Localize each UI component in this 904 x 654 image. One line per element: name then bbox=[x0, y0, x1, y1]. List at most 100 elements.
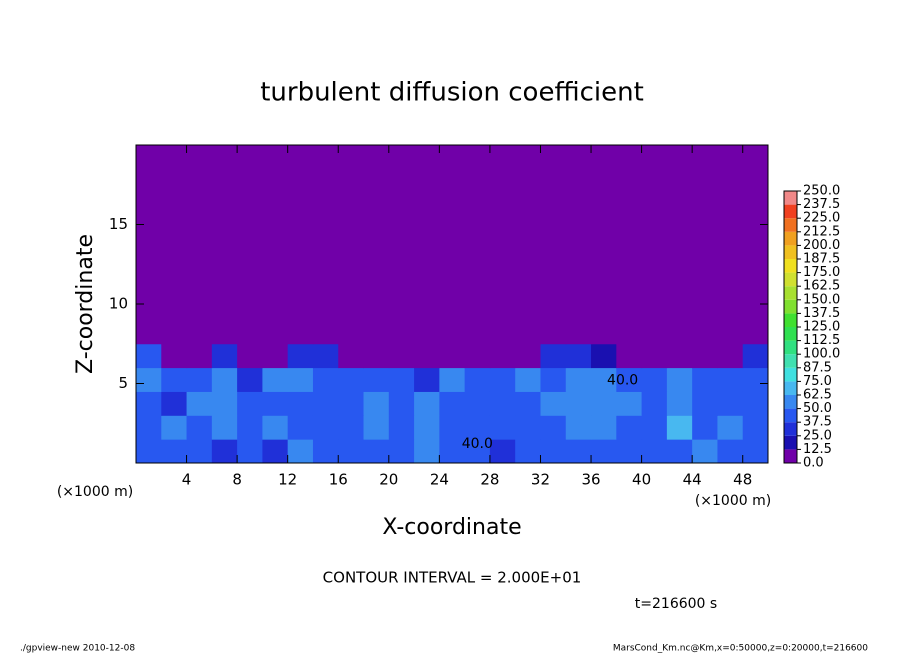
colorbar-band bbox=[784, 381, 797, 395]
field-cell bbox=[666, 439, 693, 464]
colorbar-label: 162.5 bbox=[803, 279, 840, 294]
field-cell bbox=[565, 415, 592, 440]
x-tick-label: 4 bbox=[182, 471, 192, 489]
field-cell bbox=[489, 367, 516, 392]
colorbar-label: 225.0 bbox=[803, 211, 840, 226]
x-tick-label: 32 bbox=[531, 471, 550, 489]
field-cell bbox=[186, 343, 213, 369]
colorbar-label: 37.5 bbox=[803, 415, 832, 430]
colorbar-label: 237.5 bbox=[803, 197, 840, 212]
colorbar-band bbox=[784, 395, 797, 409]
field-cell bbox=[666, 145, 693, 345]
field-cell bbox=[363, 145, 390, 345]
field-cell bbox=[439, 343, 466, 369]
field-cell bbox=[439, 367, 466, 392]
field-cell bbox=[237, 343, 263, 369]
field-cell bbox=[692, 343, 718, 369]
field-cell bbox=[464, 415, 491, 440]
field-cell bbox=[338, 439, 365, 464]
colorbar-band bbox=[784, 191, 797, 205]
field-cell bbox=[515, 145, 541, 345]
field-cell bbox=[666, 367, 693, 392]
colorbar-label: 125.0 bbox=[803, 320, 840, 335]
colorbar-band bbox=[784, 231, 797, 246]
colorbar-band bbox=[784, 299, 797, 314]
colorbar-band bbox=[784, 408, 797, 423]
field-cell bbox=[388, 343, 415, 369]
colorbar-label: 175.0 bbox=[803, 265, 840, 280]
field-cell bbox=[439, 391, 466, 416]
field-cell bbox=[287, 415, 314, 440]
field-cell bbox=[616, 439, 643, 464]
field-cell bbox=[742, 391, 769, 416]
contour-interval: CONTOUR INTERVAL = 2.000E+01 bbox=[323, 569, 582, 587]
colorbar-label: 137.5 bbox=[803, 306, 840, 321]
field-cell bbox=[287, 367, 314, 392]
x-tick-label: 44 bbox=[683, 471, 702, 489]
x-tick-label: 40 bbox=[632, 471, 651, 489]
colorbar-band bbox=[784, 340, 797, 355]
colorbar-band bbox=[784, 422, 797, 436]
colorbar-label: 187.5 bbox=[803, 252, 840, 267]
field-cell bbox=[591, 439, 617, 464]
field-cell bbox=[591, 145, 617, 345]
field-cell bbox=[161, 367, 188, 392]
field-cell bbox=[312, 145, 339, 345]
field-cell bbox=[262, 367, 289, 392]
field-cell bbox=[161, 343, 188, 369]
field-cell bbox=[616, 145, 643, 345]
field-cell bbox=[515, 391, 541, 416]
field-cell bbox=[489, 439, 516, 464]
colorbar-band bbox=[784, 313, 797, 327]
field-cell bbox=[363, 391, 390, 416]
colorbar-label: 0.0 bbox=[803, 456, 824, 471]
colorbar-band bbox=[784, 245, 797, 259]
field-cell bbox=[338, 343, 365, 369]
field-cell bbox=[565, 145, 592, 345]
field-cell bbox=[161, 415, 188, 440]
field-cell bbox=[540, 145, 567, 345]
field-cell bbox=[742, 145, 769, 345]
colorbar-label: 25.0 bbox=[803, 428, 832, 443]
field-cell bbox=[338, 415, 365, 440]
field-cell bbox=[515, 439, 541, 464]
field-cell bbox=[489, 145, 516, 345]
field-cell bbox=[515, 367, 541, 392]
colorbar-band bbox=[784, 272, 797, 287]
field-cell bbox=[692, 145, 718, 345]
field-cell bbox=[515, 343, 541, 369]
field-cell bbox=[414, 343, 440, 369]
field-cell bbox=[717, 343, 744, 369]
field-cell bbox=[211, 343, 238, 369]
colorbar-label: 100.0 bbox=[803, 347, 840, 362]
field-cell bbox=[312, 439, 339, 464]
field-cell bbox=[717, 145, 744, 345]
field-cell bbox=[565, 367, 592, 392]
colorbar-label: 212.5 bbox=[803, 224, 840, 239]
colorbar-label: 87.5 bbox=[803, 360, 832, 375]
field-cell bbox=[388, 391, 415, 416]
field-cell bbox=[312, 415, 339, 440]
field-cell bbox=[312, 391, 339, 416]
field-cell bbox=[641, 367, 668, 392]
y-axis-label: Z-coordinate bbox=[73, 234, 98, 374]
field-cell bbox=[464, 343, 491, 369]
field-cell bbox=[414, 439, 440, 464]
field-cell bbox=[742, 343, 769, 369]
field-cell bbox=[540, 343, 567, 369]
field-cell bbox=[464, 439, 491, 464]
field-cell bbox=[464, 145, 491, 345]
field-cell bbox=[666, 343, 693, 369]
field-cell bbox=[565, 391, 592, 416]
field-cell bbox=[237, 415, 263, 440]
field-cell bbox=[692, 415, 718, 440]
field-cell bbox=[388, 145, 415, 345]
field-cell bbox=[439, 415, 466, 440]
x-tick-label: 28 bbox=[480, 471, 499, 489]
field-cell bbox=[211, 367, 238, 392]
colorbar-band bbox=[784, 449, 797, 463]
footer-left: ./gpview-new 2010-12-08 bbox=[20, 644, 135, 654]
field-cell bbox=[540, 367, 567, 392]
field-cell bbox=[211, 145, 238, 345]
field-cell bbox=[262, 343, 289, 369]
